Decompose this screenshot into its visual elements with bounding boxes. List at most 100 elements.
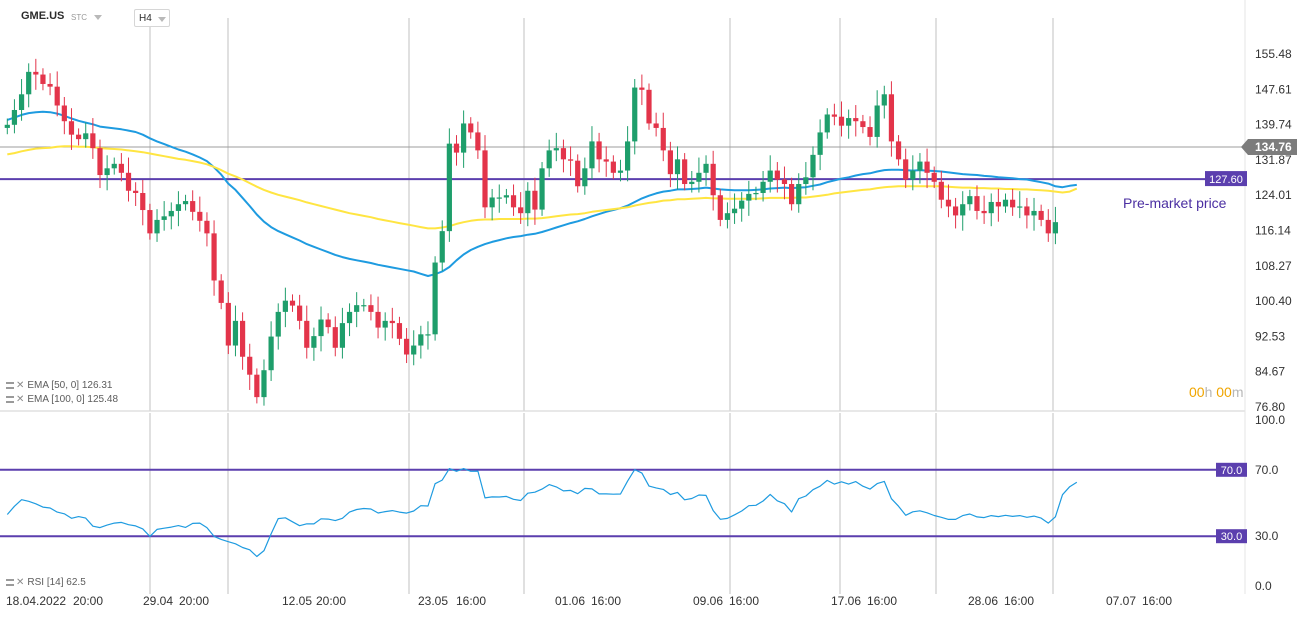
remove-indicator-icon[interactable]: ✕ [16, 380, 25, 391]
candle-body [311, 336, 317, 348]
indicator-settings-icon[interactable] [6, 395, 14, 403]
x-tick-label: 12.05 [282, 594, 312, 608]
candle-body [696, 172, 702, 182]
candle-body [603, 159, 609, 162]
candle-body [453, 143, 460, 153]
rsi-tick-label: 100.0 [1255, 413, 1285, 427]
candle-body [361, 305, 367, 307]
candle-body [425, 334, 431, 336]
ema50-legend[interactable]: ✕ EMA [50, 0] 126.31 [6, 380, 112, 391]
candle-body [403, 338, 410, 355]
candle-body [475, 132, 481, 151]
candle-body [774, 170, 780, 180]
candle-body [539, 168, 545, 210]
candle-body [197, 211, 203, 221]
indicator-settings-icon[interactable] [6, 381, 14, 389]
candle-body [767, 170, 773, 182]
candle-body [860, 121, 866, 128]
candle-body [917, 161, 923, 171]
candle-body [175, 204, 182, 211]
candle-body [938, 181, 944, 200]
timeframe-chevron-down-icon[interactable] [158, 17, 166, 22]
x-tick-label: 07.07 [1106, 594, 1136, 608]
x-tick-label: 20:00 [73, 594, 103, 608]
candle-body [346, 311, 353, 324]
candle-body [824, 114, 830, 133]
candle-body [910, 170, 916, 180]
premarket-annotation: Pre-market price [1123, 195, 1227, 211]
candle-body [354, 305, 360, 312]
candle-body [1002, 199, 1009, 207]
candle-body [960, 204, 966, 216]
exchange-dropdown-icon[interactable] [94, 15, 102, 20]
candle-body [625, 141, 631, 171]
price-tick-label: 84.67 [1255, 365, 1285, 379]
candle-body [83, 133, 89, 140]
x-tick-label: 16:00 [1004, 594, 1034, 608]
candle-body [803, 177, 809, 185]
indicator-settings-icon[interactable] [6, 578, 14, 586]
candle-body [567, 159, 574, 161]
candle-body [76, 134, 82, 140]
candle-body [760, 181, 766, 193]
ema100-legend[interactable]: ✕ EMA [100, 0] 125.48 [6, 394, 118, 405]
x-tick-label: 20:00 [179, 594, 209, 608]
candle-body [667, 150, 673, 175]
candle-body [461, 123, 467, 153]
candle-body [560, 148, 567, 160]
candle-body [674, 159, 681, 175]
candle-body [689, 181, 695, 185]
x-tick-label: 23.05 [418, 594, 448, 608]
candles [4, 58, 1059, 406]
symbol-label[interactable]: GME.US [21, 10, 65, 22]
candle-body [225, 302, 231, 346]
candle-body [810, 154, 816, 178]
candle-body [325, 319, 331, 328]
candle-body [47, 83, 53, 87]
candle-body [432, 262, 438, 335]
candle-body [332, 327, 338, 348]
candle-body [54, 86, 60, 106]
price-tick-label: 92.53 [1255, 329, 1285, 343]
candle-body [703, 163, 709, 173]
candle-body [26, 71, 32, 95]
ema50-legend-text: EMA [50, 0] 126.31 [27, 380, 113, 391]
timeframe-select[interactable]: H4 [134, 9, 170, 27]
x-tick-label: 16:00 [729, 594, 759, 608]
x-tick-label: 01.06 [555, 594, 585, 608]
candle-body [368, 305, 374, 312]
candle-body [881, 94, 887, 106]
x-tick-label: 28.06 [968, 594, 998, 608]
remove-indicator-icon[interactable]: ✕ [16, 577, 25, 588]
remove-indicator-icon[interactable]: ✕ [16, 394, 25, 405]
candle-body [974, 196, 980, 211]
candle-body [482, 150, 488, 208]
candle-body [261, 370, 267, 398]
rsi-legend[interactable]: ✕ RSI [14] 62.5 [6, 577, 86, 588]
rsi-tick-label: 70.0 [1255, 463, 1279, 477]
candle-body [97, 148, 103, 176]
candle-body [532, 190, 538, 210]
candle-body [589, 141, 595, 169]
x-tick-label: 09.06 [693, 594, 723, 608]
price-tick-label: 108.27 [1255, 259, 1292, 273]
candle-body [289, 300, 296, 306]
candle-body [525, 190, 531, 214]
candle-body [90, 133, 96, 149]
rsi-level-badge [1216, 529, 1247, 544]
candle-body [4, 124, 10, 128]
timeframe-value: H4 [139, 13, 152, 24]
candle-body [781, 179, 788, 185]
candle-body [268, 336, 274, 371]
candle-body [18, 94, 25, 110]
candle-body [746, 193, 752, 201]
candle-body [639, 87, 645, 90]
premarket-badge [1205, 171, 1247, 187]
candle-body [389, 320, 395, 324]
candle-body [446, 143, 452, 232]
candle-body [952, 206, 959, 216]
price-tick-label: 139.74 [1255, 118, 1292, 132]
candle-body [282, 300, 288, 312]
candle-body [232, 320, 239, 346]
